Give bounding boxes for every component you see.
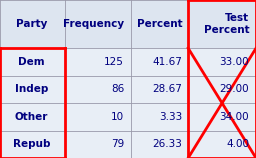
Text: 86: 86 [111,84,124,94]
Text: 33.00: 33.00 [220,57,249,67]
Bar [0,131,65,158]
Bar [131,131,188,158]
Bar [131,76,188,103]
Text: 4.00: 4.00 [226,139,249,149]
Text: Repub: Repub [13,139,50,149]
Bar [188,103,256,131]
Bar [131,48,188,76]
Bar [188,48,256,76]
Text: 34.00: 34.00 [220,112,249,122]
Bar [0,103,65,131]
Text: Indep: Indep [15,84,48,94]
Text: Percent: Percent [137,19,182,29]
Text: Other: Other [15,112,48,122]
Bar [0,48,65,76]
Text: Test
Percent: Test Percent [204,13,249,35]
Bar [0,0,65,48]
Text: 125: 125 [104,57,124,67]
Bar [188,131,256,158]
Text: 28.67: 28.67 [153,84,182,94]
Text: 41.67: 41.67 [153,57,182,67]
Bar [65,131,131,158]
Bar [65,48,131,76]
Text: 3.33: 3.33 [159,112,182,122]
Bar [188,0,256,48]
Bar [65,0,131,48]
Bar [131,0,188,48]
Text: Party: Party [16,19,47,29]
Text: 29.00: 29.00 [220,84,249,94]
Bar [188,76,256,103]
Text: 79: 79 [111,139,124,149]
Text: 10: 10 [111,112,124,122]
Bar [65,76,131,103]
Bar [65,103,131,131]
Text: Dem: Dem [18,57,45,67]
Text: 26.33: 26.33 [153,139,182,149]
Text: Frequency: Frequency [63,19,124,29]
Bar [0,76,65,103]
Bar [131,103,188,131]
